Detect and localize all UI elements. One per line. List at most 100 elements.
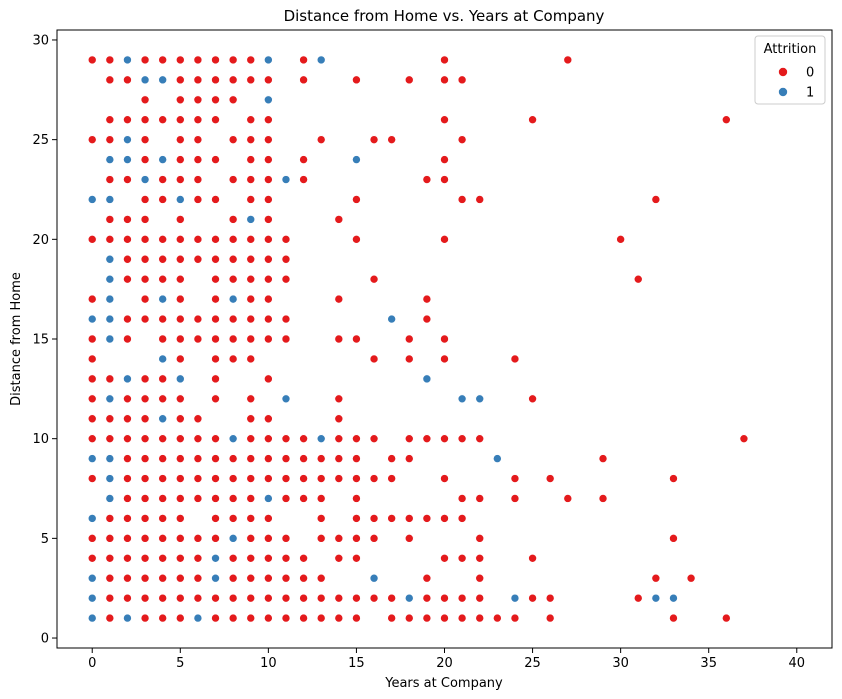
scatter-point-attrition-0 — [651, 195, 661, 204]
scatter-point-attrition-1 — [281, 394, 291, 404]
scatter-point-attrition-0 — [528, 553, 537, 563]
x-axis-label: Years at Company — [384, 676, 503, 691]
scatter-point-attrition-1 — [510, 593, 520, 603]
scatter-point-attrition-0 — [176, 135, 185, 144]
scatter-point-attrition-0 — [264, 414, 273, 424]
scatter-point-attrition-0 — [158, 474, 167, 483]
scatter-point-attrition-0 — [281, 534, 291, 543]
scatter-point-attrition-0 — [422, 573, 432, 583]
scatter-point-attrition-0 — [140, 593, 150, 603]
scatter-point-attrition-0 — [228, 75, 238, 85]
scatter-point-attrition-1 — [264, 494, 273, 503]
scatter-point-attrition-0 — [316, 514, 326, 523]
scatter-point-attrition-0 — [475, 613, 485, 623]
scatter-point-attrition-0 — [440, 474, 449, 483]
scatter-point-attrition-0 — [87, 354, 97, 364]
scatter-point-attrition-0 — [475, 494, 485, 503]
scatter-point-attrition-0 — [334, 434, 344, 443]
scatter-point-attrition-0 — [228, 474, 238, 483]
legend-label: 1 — [806, 86, 814, 101]
scatter-point-attrition-0 — [158, 573, 167, 583]
scatter-point-attrition-0 — [193, 195, 203, 204]
scatter-point-attrition-0 — [264, 235, 273, 244]
scatter-point-attrition-0 — [228, 254, 238, 264]
scatter-point-attrition-0 — [140, 613, 150, 623]
scatter-point-attrition-0 — [264, 474, 273, 483]
scatter-point-attrition-0 — [352, 593, 361, 603]
scatter-point-attrition-0 — [176, 593, 185, 603]
scatter-point-attrition-0 — [510, 354, 520, 364]
scatter-point-attrition-0 — [299, 474, 308, 483]
scatter-point-attrition-0 — [211, 434, 220, 443]
scatter-point-attrition-0 — [246, 195, 256, 204]
scatter-point-attrition-0 — [334, 454, 344, 463]
scatter-point-attrition-0 — [352, 454, 361, 463]
scatter-point-attrition-0 — [158, 553, 167, 563]
scatter-point-attrition-0 — [211, 454, 220, 463]
scatter-point-attrition-0 — [299, 593, 308, 603]
scatter-point-attrition-0 — [140, 135, 150, 144]
scatter-point-attrition-0 — [105, 553, 115, 563]
scatter-point-attrition-1 — [105, 474, 115, 483]
scatter-point-attrition-0 — [404, 514, 414, 523]
scatter-point-attrition-0 — [264, 553, 273, 563]
legend-label: 0 — [806, 66, 814, 81]
scatter-point-attrition-0 — [228, 573, 238, 583]
scatter-point-attrition-0 — [334, 414, 344, 424]
scatter-point-attrition-0 — [176, 354, 185, 364]
scatter-point-attrition-0 — [422, 175, 432, 184]
scatter-point-attrition-0 — [299, 494, 308, 503]
scatter-point-attrition-0 — [105, 534, 115, 543]
scatter-point-attrition-0 — [140, 474, 150, 483]
scatter-point-attrition-0 — [140, 195, 150, 204]
scatter-point-attrition-0 — [246, 55, 256, 65]
x-tick-label: 15 — [348, 656, 365, 671]
scatter-point-attrition-0 — [158, 175, 167, 184]
scatter-point-attrition-0 — [457, 434, 467, 443]
scatter-point-attrition-1 — [123, 55, 132, 65]
scatter-point-attrition-1 — [105, 394, 115, 404]
scatter-point-attrition-1 — [281, 175, 291, 184]
scatter-point-attrition-0 — [246, 115, 256, 125]
scatter-point-attrition-0 — [387, 135, 396, 144]
scatter-point-attrition-0 — [140, 274, 150, 284]
scatter-point-attrition-0 — [264, 75, 273, 85]
scatter-point-attrition-0 — [334, 334, 344, 344]
scatter-point-attrition-0 — [211, 274, 220, 284]
scatter-point-attrition-0 — [246, 314, 256, 324]
x-tick-label: 35 — [700, 656, 717, 671]
scatter-point-attrition-0 — [193, 494, 203, 503]
scatter-point-attrition-0 — [228, 274, 238, 284]
y-tick-label: 0 — [41, 632, 49, 647]
scatter-point-attrition-1 — [228, 294, 238, 304]
scatter-point-attrition-0 — [211, 155, 220, 164]
scatter-point-attrition-0 — [299, 434, 308, 443]
scatter-point-attrition-0 — [440, 613, 449, 623]
scatter-point-attrition-0 — [440, 354, 449, 364]
scatter-point-attrition-0 — [123, 474, 132, 483]
scatter-point-attrition-0 — [246, 553, 256, 563]
scatter-point-attrition-0 — [334, 613, 344, 623]
scatter-point-attrition-0 — [316, 573, 326, 583]
scatter-point-attrition-1 — [475, 394, 485, 404]
scatter-point-attrition-0 — [387, 474, 396, 483]
scatter-point-attrition-0 — [334, 294, 344, 304]
scatter-point-attrition-0 — [316, 135, 326, 144]
scatter-point-attrition-0 — [246, 474, 256, 483]
scatter-point-attrition-0 — [545, 593, 555, 603]
scatter-point-attrition-0 — [158, 254, 167, 264]
scatter-point-attrition-0 — [264, 593, 273, 603]
scatter-point-attrition-1 — [105, 155, 115, 164]
scatter-point-attrition-0 — [87, 334, 97, 344]
scatter-point-attrition-0 — [264, 155, 273, 164]
scatter-point-attrition-0 — [105, 434, 115, 443]
scatter-point-attrition-0 — [299, 573, 308, 583]
scatter-point-attrition-0 — [176, 474, 185, 483]
x-axis: 0 5 10 15 20 25 30 35 40 — [88, 648, 805, 671]
scatter-point-attrition-0 — [281, 235, 291, 244]
scatter-point-attrition-0 — [246, 414, 256, 424]
scatter-point-attrition-0 — [87, 434, 97, 443]
scatter-point-attrition-0 — [246, 494, 256, 503]
scatter-point-attrition-0 — [457, 514, 467, 523]
